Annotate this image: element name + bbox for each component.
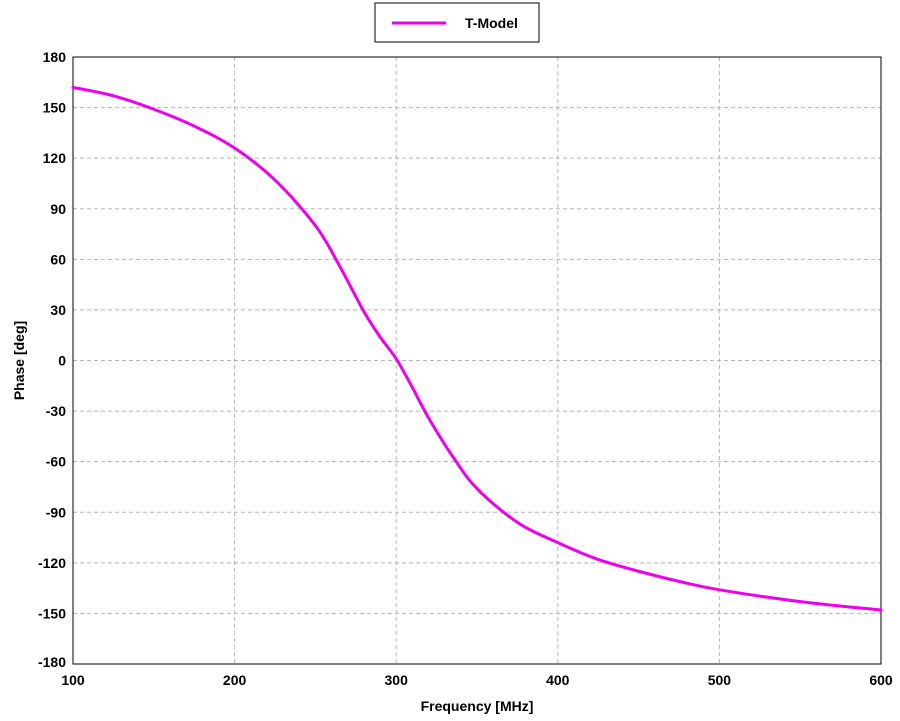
grid-lines [73, 57, 881, 664]
y-tick-label: -30 [46, 403, 66, 419]
x-tick-label: 600 [869, 672, 893, 688]
y-tick-label: 150 [43, 100, 67, 116]
x-tick-label: 300 [385, 672, 409, 688]
y-tick-label: -180 [38, 654, 66, 670]
y-tick-label: 90 [50, 201, 66, 217]
series-line-t-model [71, 85, 883, 612]
x-axis-label: Frequency [MHz] [421, 698, 534, 714]
x-tick-label: 100 [61, 672, 85, 688]
y-tick-label: 180 [43, 49, 67, 65]
x-axis-ticks: 100 200 300 400 500 600 [61, 672, 893, 688]
y-tick-label: 60 [50, 251, 66, 267]
y-tick-label: -90 [46, 504, 66, 520]
legend: T-Model [374, 2, 540, 43]
x-tick-label: 200 [223, 672, 247, 688]
series-layer [71, 85, 883, 612]
x-tick-label: 400 [546, 672, 570, 688]
y-tick-label: -120 [38, 555, 66, 571]
plot-frame [72, 56, 882, 665]
y-tick-label: 120 [43, 150, 67, 166]
y-axis-ticks: 180 150 120 90 60 30 0 -30 -60 -90 -120 -150 -180 [38, 49, 66, 670]
x-tick-label: 500 [708, 672, 732, 688]
y-tick-label: 30 [50, 302, 66, 318]
legend-label: T-Model [465, 15, 518, 31]
y-axis-label: Phase [deg] [11, 321, 27, 400]
y-tick-label: -60 [46, 454, 66, 470]
y-tick-label: 0 [58, 353, 66, 369]
y-tick-label: -150 [38, 605, 66, 621]
